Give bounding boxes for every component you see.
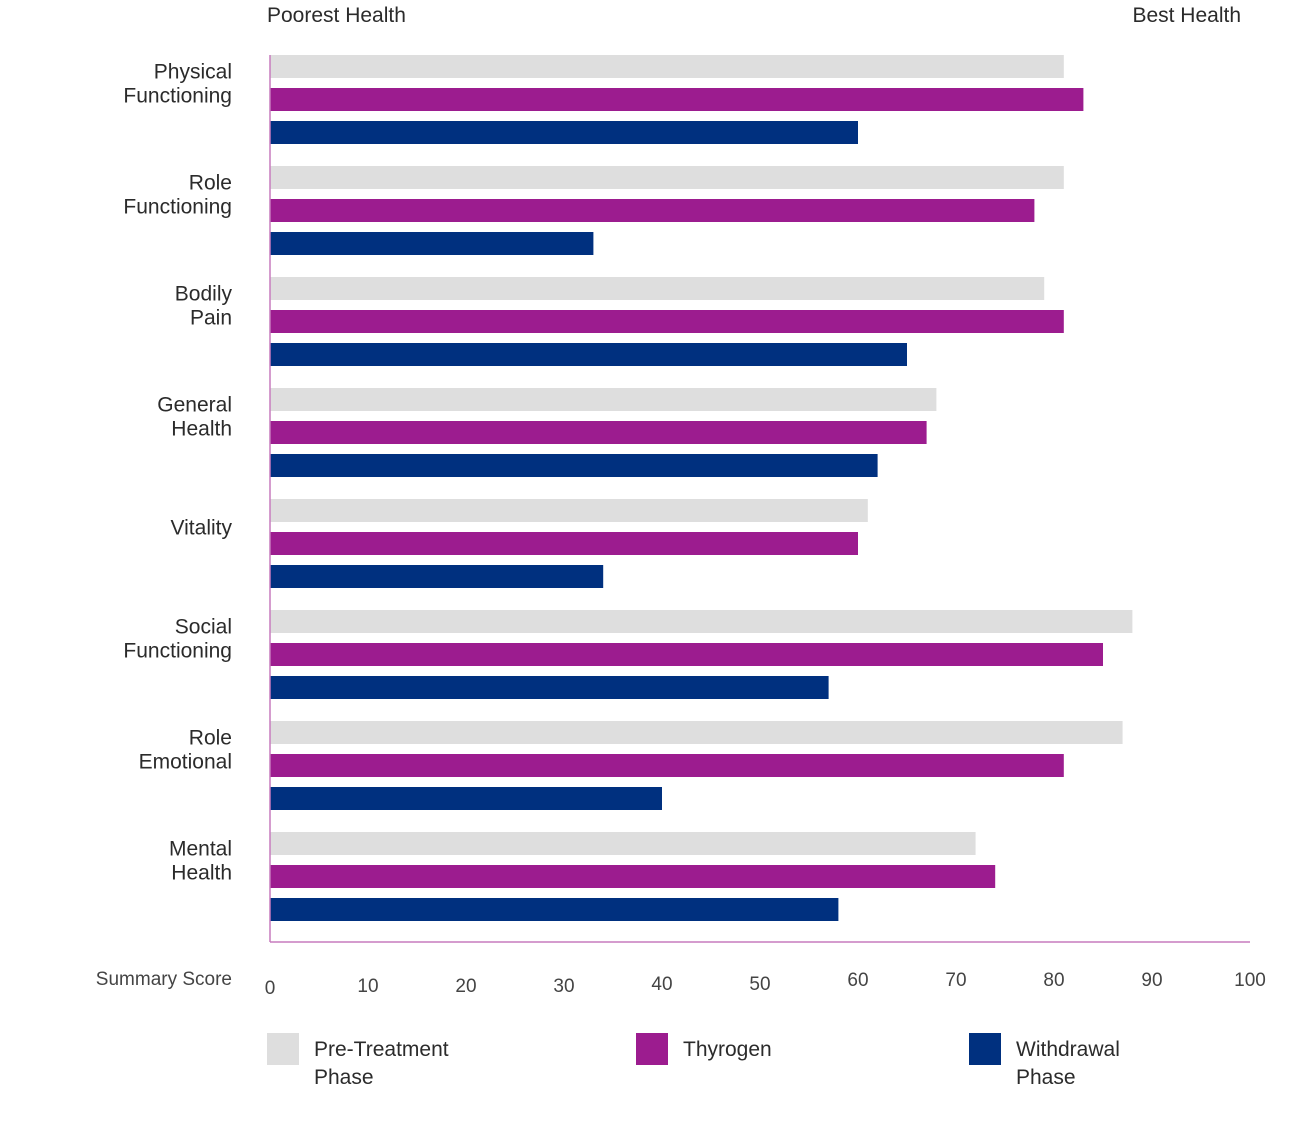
labels-layer: PhysicalFunctioningRoleFunctioningBodily… [96, 4, 1266, 999]
bar-6-series-3 [270, 676, 829, 699]
legend-label-2-line-1: Thyrogen [683, 1038, 772, 1061]
bar-6-series-1 [270, 610, 1133, 633]
category-label-4-line-2: Health [171, 418, 232, 441]
legend-label-1-line-1: Pre-Treatment [314, 1038, 449, 1061]
x-tick-label-80: 80 [1043, 970, 1064, 991]
category-label-5-line-1: Vitality [171, 517, 233, 540]
legend-label-3-line-1: Withdrawal [1016, 1038, 1120, 1061]
category-label-6-line-2: Functioning [123, 640, 232, 663]
category-label-3-line-1: Bodily [175, 283, 233, 306]
category-label-2-line-2: Functioning [123, 196, 232, 219]
x-tick-label-10: 10 [357, 976, 378, 997]
legend-swatch-1 [267, 1033, 299, 1065]
bar-4-series-1 [270, 388, 937, 411]
category-label-2-line-1: Role [189, 172, 232, 195]
bar-5-series-2 [270, 532, 858, 555]
bar-3-series-3 [270, 343, 907, 366]
category-label-7-line-1: Role [189, 727, 232, 750]
bar-4-series-2 [270, 421, 927, 444]
bar-2-series-2 [270, 199, 1035, 222]
category-label-1-line-2: Functioning [123, 85, 232, 108]
x-tick-label-30: 30 [553, 976, 574, 997]
bar-5-series-3 [270, 565, 604, 588]
category-label-6-line-1: Social [175, 616, 232, 639]
x-tick-label-100: 100 [1234, 970, 1266, 991]
bars-layer [270, 55, 1133, 921]
category-label-8-line-2: Health [171, 862, 232, 885]
x-tick-label-90: 90 [1141, 970, 1162, 991]
bar-7-series-3 [270, 787, 662, 810]
category-label-7-line-2: Emotional [139, 751, 232, 774]
bar-2-series-3 [270, 232, 594, 255]
legend: Pre-Treatment Phase Thyrogen Withdrawal Phas… [267, 1033, 1120, 1089]
x-tick-label-40: 40 [651, 974, 672, 995]
x-tick-label-70: 70 [945, 970, 966, 991]
x-tick-label-50: 50 [749, 974, 770, 995]
poorest-health-label: Poorest Health [267, 4, 406, 27]
bar-5-series-1 [270, 499, 868, 522]
axes-layer [269, 55, 1250, 943]
x-tick-label-60: 60 [847, 970, 868, 991]
best-health-label: Best Health [1132, 4, 1241, 27]
category-label-1-line-1: Physical [154, 61, 232, 84]
bar-7-series-1 [270, 721, 1123, 744]
x-tick-label-20: 20 [455, 976, 476, 997]
bar-2-series-1 [270, 166, 1064, 189]
bar-3-series-2 [270, 310, 1064, 333]
bar-4-series-3 [270, 454, 878, 477]
legend-swatch-3 [969, 1033, 1001, 1065]
bar-7-series-2 [270, 754, 1064, 777]
bar-8-series-3 [270, 898, 839, 921]
bar-1-series-1 [270, 55, 1064, 78]
bar-1-series-3 [270, 121, 858, 144]
x-axis-title: Summary Score [96, 969, 232, 990]
legend-swatch-2 [636, 1033, 668, 1065]
category-label-4-line-1: General [157, 394, 232, 417]
x-tick-label-0: 0 [265, 978, 276, 999]
category-label-8-line-1: Mental [169, 838, 232, 861]
legend-label-3-line-2: Phase [1016, 1066, 1076, 1089]
bar-1-series-2 [270, 88, 1084, 111]
bar-3-series-1 [270, 277, 1045, 300]
legend-label-1-line-2: Phase [314, 1066, 374, 1089]
bar-6-series-2 [270, 643, 1103, 666]
bar-8-series-2 [270, 865, 996, 888]
category-label-3-line-2: Pain [190, 307, 232, 330]
bar-8-series-1 [270, 832, 976, 855]
